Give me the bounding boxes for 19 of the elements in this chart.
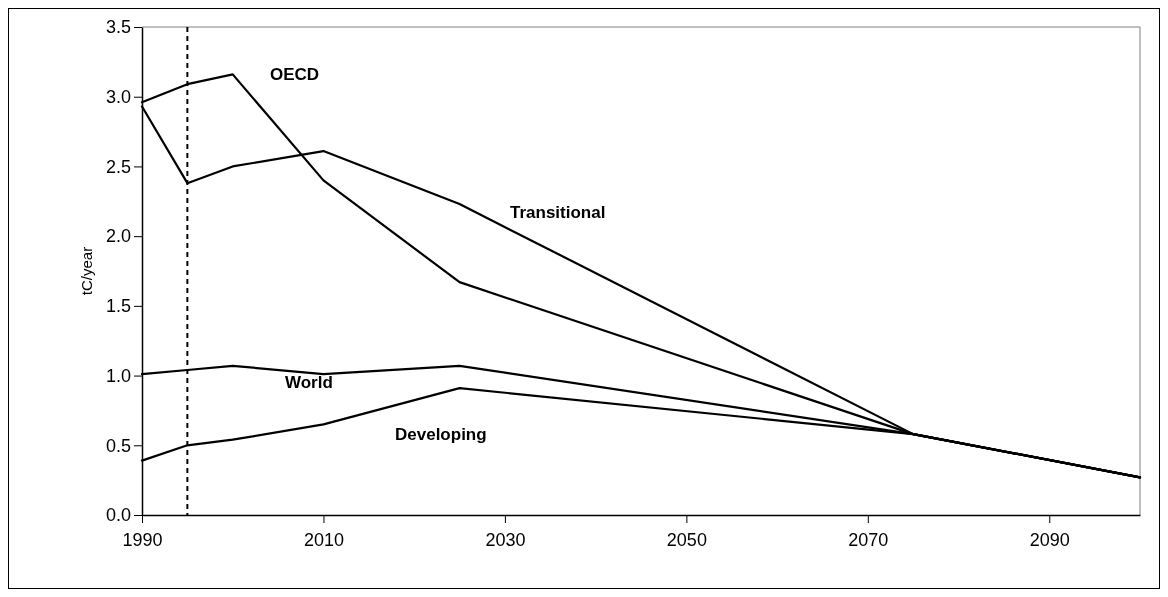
x-tick-label: 1990 bbox=[122, 529, 163, 550]
y-axis-title: tC/year bbox=[78, 246, 95, 296]
x-tick-label: 2050 bbox=[666, 529, 707, 550]
series-label: Developing bbox=[395, 425, 487, 444]
y-tick-label: 3.5 bbox=[105, 17, 131, 38]
x-tick-label: 2030 bbox=[485, 529, 526, 550]
y-tick-label: 0.0 bbox=[105, 505, 131, 526]
x-tick-label: 2070 bbox=[848, 529, 889, 550]
y-tick-label: 1.5 bbox=[105, 296, 131, 317]
x-tick-label: 2090 bbox=[1029, 529, 1070, 550]
y-tick-label: 1.0 bbox=[105, 365, 131, 386]
series-label: World bbox=[285, 373, 333, 392]
y-tick-label: 0.5 bbox=[105, 435, 131, 456]
series-label: OECD bbox=[270, 65, 320, 84]
y-tick-label: 2.0 bbox=[105, 226, 131, 247]
y-tick-label: 3.0 bbox=[105, 86, 131, 107]
series-label: Transitional bbox=[510, 203, 606, 222]
x-tick-label: 2010 bbox=[303, 529, 344, 550]
y-tick-label: 2.5 bbox=[105, 156, 131, 177]
